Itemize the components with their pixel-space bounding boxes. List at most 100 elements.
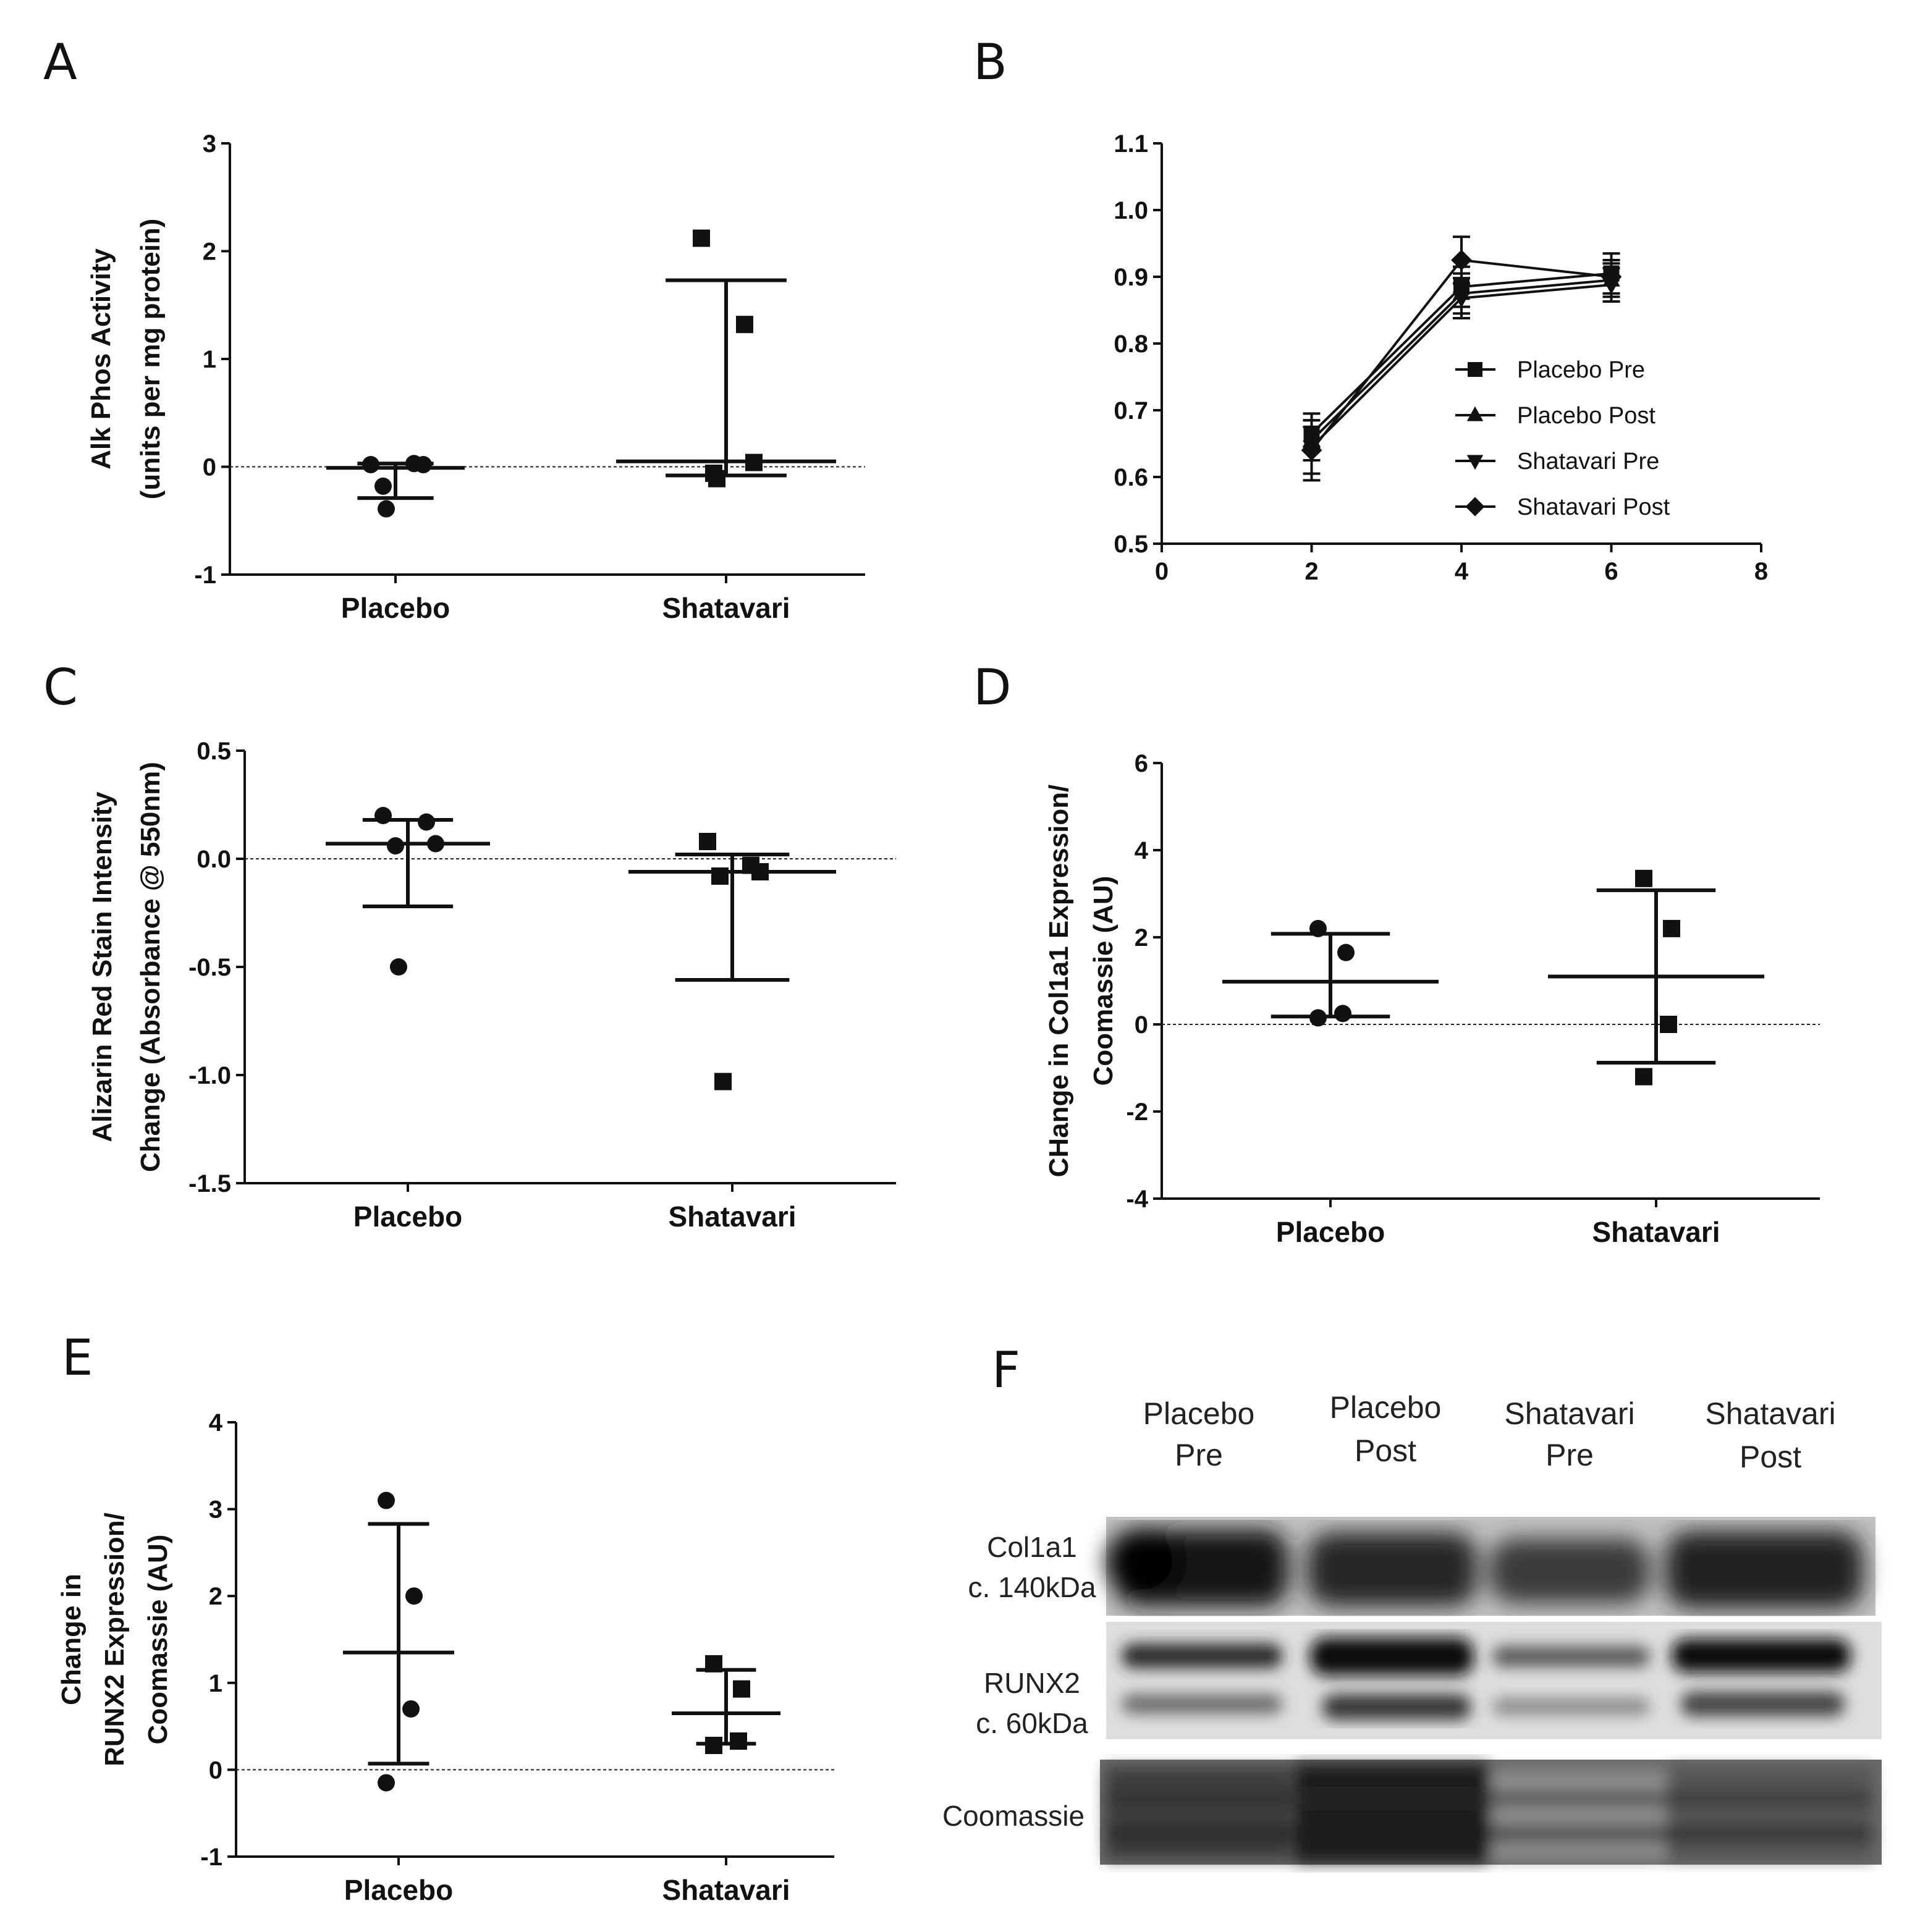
data-point [736, 316, 753, 334]
lane-label: Pre [1545, 1438, 1594, 1472]
band-label: Col1a1 [987, 1531, 1077, 1563]
series-placebo [326, 807, 490, 976]
y-tick-label: -1 [200, 1844, 222, 1871]
data-point [705, 1737, 722, 1755]
data-point [1635, 869, 1652, 887]
blot-band-labels: Col1a1 c. 140kDa RUNX2 c. 60kDa Coomassi… [942, 1531, 1096, 1832]
y-tick-label: 0.7 [1114, 397, 1148, 424]
data-point [1452, 292, 1471, 308]
data-point [427, 835, 444, 853]
band-label: RUNX2 [984, 1667, 1080, 1699]
y-tick-label: 0 [1135, 1011, 1148, 1039]
lane-label: Post [1355, 1433, 1416, 1468]
y-axis-title-line: Change in [56, 1574, 87, 1705]
x-tick-label: 0 [1155, 558, 1169, 585]
data-point [711, 867, 729, 885]
data-point [1337, 943, 1355, 961]
data-point [415, 456, 432, 474]
data-point [699, 833, 716, 850]
lane-label: Post [1740, 1440, 1801, 1474]
y-tick-label: 2 [1135, 924, 1148, 951]
data-point [705, 1655, 722, 1673]
data-point [714, 1073, 732, 1090]
x-tick-label: Shatavari [668, 1200, 796, 1233]
y-axis-title-line: CHange in Col1a1 Expression/ [1044, 785, 1074, 1178]
y-tick-label: -1.5 [188, 1170, 231, 1197]
y-tick-label: 0.6 [1114, 464, 1148, 491]
y-tick-label: 0.9 [1114, 264, 1148, 291]
data-point [402, 1700, 420, 1718]
y-axis-title-line: Change (Absorbance @ 550nm) [135, 762, 166, 1172]
data-point [405, 1587, 423, 1605]
series-shatavari [1548, 869, 1764, 1086]
y-axis-title: Change in RUNX2 Expression/Coomassie (AU) [56, 1512, 173, 1766]
y-axis-title: Alk Phos Activity (units per mg protein) [86, 219, 166, 500]
y-tick-label: 2 [209, 1583, 222, 1610]
y-tick-label: -4 [1126, 1186, 1148, 1213]
y-axis-title-line: Alk Phos Activity [86, 248, 116, 470]
legend-marker [1466, 406, 1484, 421]
legend-label: Shatavari Pre [1517, 449, 1659, 475]
y-tick-label: 6 [1135, 750, 1148, 777]
blot-lane-headers: Placebo Pre Placebo Post Shatavari Pre S… [1143, 1390, 1836, 1474]
legend-label: Placebo Pre [1517, 357, 1645, 383]
y-tick-label: -1.0 [188, 1062, 231, 1089]
y-tick-label: 1.0 [1114, 197, 1148, 224]
y-tick-label: 1 [203, 346, 216, 373]
y-tick-label: 4 [1135, 837, 1149, 864]
y-axis-title: Alizarin Red Stain Intensity Change (Abso… [87, 762, 166, 1172]
data-point [390, 958, 407, 976]
y-tick-label: 4 [209, 1409, 223, 1436]
chart-e-runx2: -1 0 1 2 3 4 Placebo Shatavari Change in RUNX2 Ex… [56, 1409, 834, 1906]
data-point [378, 500, 395, 518]
data-point [1663, 919, 1680, 937]
data-point [1309, 919, 1327, 937]
data-point [374, 807, 392, 824]
legend-marker [1468, 362, 1482, 377]
chart-a-alk-phos: -1 0 1 2 3 Placebo Shatavari Alk Phos Activity (… [86, 130, 865, 624]
x-tick-label: Shatavari [662, 1874, 790, 1906]
x-tick-label: Shatavari [662, 592, 790, 624]
lane-label: Shatavari [1705, 1396, 1835, 1431]
data-point [362, 456, 379, 474]
legend-label: Shatavari Post [1517, 494, 1670, 520]
data-point [1309, 1009, 1327, 1027]
series-shatavari [628, 833, 836, 1090]
y-tick-label: 1 [209, 1670, 222, 1697]
y-tick-label: -0.5 [188, 954, 231, 981]
y-tick-label: 3 [209, 1496, 222, 1524]
x-tick-label: Placebo [341, 592, 450, 624]
legend-marker [1465, 497, 1485, 517]
y-tick-label: 2 [203, 238, 216, 266]
legend-label: Placebo Post [1517, 403, 1655, 429]
y-tick-label: 0.8 [1114, 331, 1148, 358]
band-label: c. 140kDa [968, 1571, 1096, 1603]
series-placebo [1222, 919, 1439, 1027]
x-tick-label: 4 [1455, 558, 1469, 585]
lane-label: Pre [1175, 1438, 1223, 1472]
data-point [745, 453, 763, 471]
band-label: Coomassie [942, 1800, 1085, 1832]
blot-strip-col1a1 [1106, 1517, 1875, 1616]
lane-label: Shatavari [1504, 1396, 1634, 1431]
data-point [693, 229, 710, 247]
x-tick-label: 8 [1754, 558, 1768, 585]
data-point [1635, 1068, 1652, 1086]
x-tick-label: Placebo [344, 1874, 453, 1906]
legend-marker [1466, 455, 1484, 470]
x-tick-label: Placebo [353, 1200, 462, 1233]
western-blot: Placebo Pre Placebo Post Shatavari Pre S… [942, 1390, 1882, 1865]
data-point [378, 1774, 395, 1792]
y-tick-label: 0 [209, 1757, 222, 1784]
x-tick-label: 6 [1604, 558, 1618, 585]
y-tick-label: 3 [203, 130, 216, 158]
data-point [733, 1680, 750, 1698]
band-label: c. 60kDa [976, 1707, 1088, 1739]
chart-c-alizarin: -1.5 -1.0 -0.5 0.0 0.5 Placebo Shatavari Alizar… [87, 738, 896, 1233]
y-axis-title-line: Coomassie (AU) [143, 1535, 173, 1745]
data-point [1451, 250, 1472, 271]
panel-label-a: A [43, 33, 77, 91]
series-shatavari [672, 1655, 780, 1755]
panel-label-b: B [973, 33, 1007, 91]
